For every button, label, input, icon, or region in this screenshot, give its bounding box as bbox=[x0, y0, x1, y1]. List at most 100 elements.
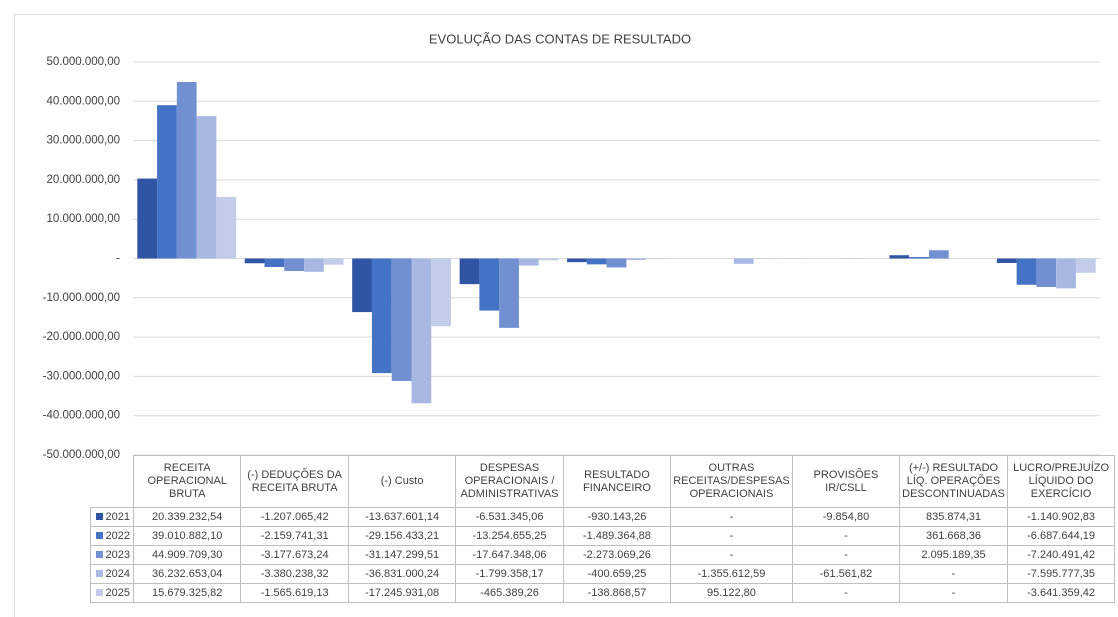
bar bbox=[137, 178, 158, 259]
value-label: -29.156.433,21 bbox=[347, 526, 457, 546]
value-label: -13.254.655,25 bbox=[455, 526, 564, 546]
value-label: 36.232.653,04 bbox=[132, 564, 242, 584]
chart-frame bbox=[14, 14, 1118, 617]
legend-label: 2023 bbox=[105, 549, 130, 561]
category-label: LUCRO/PREJUÍZO LÍQUIDO DO EXERCÍCIO bbox=[1006, 455, 1116, 508]
value-label: 361.668,36 bbox=[899, 526, 1008, 546]
value-label: 2.095.189,35 bbox=[899, 545, 1008, 565]
bar bbox=[304, 258, 324, 272]
series-row: 2022 39.010.882,10 -2.159.741,31 -29.156.43… bbox=[90, 526, 1116, 546]
value-label: - bbox=[670, 507, 793, 527]
bar bbox=[157, 105, 177, 259]
value-label: -2.273.069,26 bbox=[562, 545, 672, 565]
y-tick-label: 40.000.000,00 bbox=[46, 95, 120, 107]
header-row: RECEITA OPERACIONAL BRUTA (-) DEDUÇÕES DA… bbox=[90, 455, 1116, 508]
series-row: 2023 44.909.709,30 -3.177.673,24 -31.147.29… bbox=[90, 545, 1116, 565]
bar bbox=[176, 82, 197, 259]
bar bbox=[459, 258, 480, 285]
bar bbox=[646, 258, 666, 260]
value-label: -17.647.348,06 bbox=[455, 545, 564, 565]
value-label: -9.854,80 bbox=[791, 507, 901, 527]
category-label: DESPESAS OPERACIONAIS / ADMINISTRATIVAS bbox=[455, 455, 564, 508]
value-label: -6.531.345,06 bbox=[455, 507, 564, 527]
legend-key bbox=[95, 513, 103, 520]
bar bbox=[479, 258, 500, 311]
legend-label: 2022 bbox=[105, 530, 130, 542]
chart-title: EVOLUÇÃO DAS CONTAS DE RESULTADO bbox=[429, 31, 691, 46]
value-label: -138.868,57 bbox=[562, 583, 672, 603]
value-label: - bbox=[899, 564, 1008, 584]
bar bbox=[538, 258, 559, 261]
row-header: 2021 bbox=[90, 507, 134, 527]
row-header: 2023 bbox=[90, 545, 134, 565]
bar bbox=[499, 258, 519, 328]
value-label: -7.240.491,42 bbox=[1006, 545, 1116, 565]
value-label: -1.565.619,13 bbox=[240, 583, 349, 603]
value-label: 95.122,80 bbox=[670, 583, 793, 603]
row-header: 2025 bbox=[90, 583, 134, 603]
series-row: 2021 20.339.232,54 -1.207.065,42 -13.637.60… bbox=[90, 507, 1116, 527]
value-label: 835.874,31 bbox=[899, 507, 1008, 527]
value-label: -400.659,25 bbox=[562, 564, 672, 584]
bar bbox=[928, 250, 949, 259]
bar bbox=[284, 258, 305, 271]
y-tick-label: - bbox=[116, 253, 120, 265]
value-label: 39.010.882,10 bbox=[132, 526, 242, 546]
category-label: (+/-) RESULTADO LÍQ. OPERAÇÕES DESCONTIN… bbox=[899, 455, 1008, 508]
value-label: -36.831.000,24 bbox=[347, 564, 457, 584]
value-label: - bbox=[791, 526, 901, 546]
bar bbox=[431, 258, 452, 327]
category-label: RECEITA OPERACIONAL BRUTA bbox=[132, 455, 242, 508]
value-label: -3.380.238,32 bbox=[240, 564, 349, 584]
value-label: 15.679.325,82 bbox=[132, 583, 242, 603]
category-label: RESULTADO FINANCEIRO bbox=[562, 455, 672, 508]
bar bbox=[1075, 258, 1096, 273]
bar bbox=[1036, 258, 1057, 287]
value-label: 20.339.232,54 bbox=[132, 507, 242, 527]
y-tick-label: 30.000.000,00 bbox=[46, 135, 120, 147]
value-label: -13.637.601,14 bbox=[347, 507, 457, 527]
bar bbox=[889, 255, 910, 259]
value-label: -17.245.931,08 bbox=[347, 583, 457, 603]
legend-key bbox=[95, 570, 103, 577]
series-row: 2024 36.232.653,04 -3.380.238,32 -36.831.00… bbox=[90, 564, 1116, 584]
row-header: 2024 bbox=[90, 564, 134, 584]
y-tick-label: 20.000.000,00 bbox=[46, 174, 120, 186]
value-label: -1.799.358,17 bbox=[455, 564, 564, 584]
value-label: -1.140.902,83 bbox=[1006, 507, 1116, 527]
data-table: RECEITA OPERACIONAL BRUTA (-) DEDUÇÕES DA… bbox=[90, 455, 1116, 603]
value-label: -3.641.359,42 bbox=[1006, 583, 1116, 603]
value-label: -1.355.612,59 bbox=[670, 564, 793, 584]
value-label: -1.207.065,42 bbox=[240, 507, 349, 527]
category-label: OUTRAS RECEITAS/DESPESAS OPERACIONAIS bbox=[670, 455, 793, 508]
y-tick-label: 10.000.000,00 bbox=[46, 213, 120, 225]
value-label: - bbox=[791, 583, 901, 603]
bar bbox=[216, 196, 237, 259]
value-label: - bbox=[670, 526, 793, 546]
y-tick-label: -10.000.000,00 bbox=[43, 292, 120, 304]
value-label: 44.909.709,30 bbox=[132, 545, 242, 565]
legend-label: 2024 bbox=[105, 568, 130, 580]
bar bbox=[371, 258, 392, 374]
corner-cell bbox=[90, 455, 134, 508]
value-label: -465.389,26 bbox=[455, 583, 564, 603]
bar bbox=[909, 257, 929, 259]
legend-key bbox=[95, 551, 103, 558]
value-label: -6.687.644,19 bbox=[1006, 526, 1116, 546]
bar bbox=[391, 258, 412, 381]
bar bbox=[264, 258, 285, 267]
series-row: 2025 15.679.325,82 -1.565.619,13 -17.245.93… bbox=[90, 583, 1116, 603]
bar bbox=[996, 258, 1017, 263]
bar bbox=[411, 258, 432, 404]
category-label: (-) DEDUÇÕES DA RECEITA BRUTA bbox=[240, 455, 349, 508]
y-tick-label: -30.000.000,00 bbox=[43, 370, 120, 382]
legend-label: 2021 bbox=[105, 511, 130, 523]
category-label: (-) Custo bbox=[347, 455, 457, 508]
legend-key bbox=[95, 532, 103, 539]
bar bbox=[733, 258, 754, 264]
value-label: -2.159.741,31 bbox=[240, 526, 349, 546]
value-label: - bbox=[899, 583, 1008, 603]
value-label: -3.177.673,24 bbox=[240, 545, 349, 565]
bar bbox=[196, 116, 217, 259]
